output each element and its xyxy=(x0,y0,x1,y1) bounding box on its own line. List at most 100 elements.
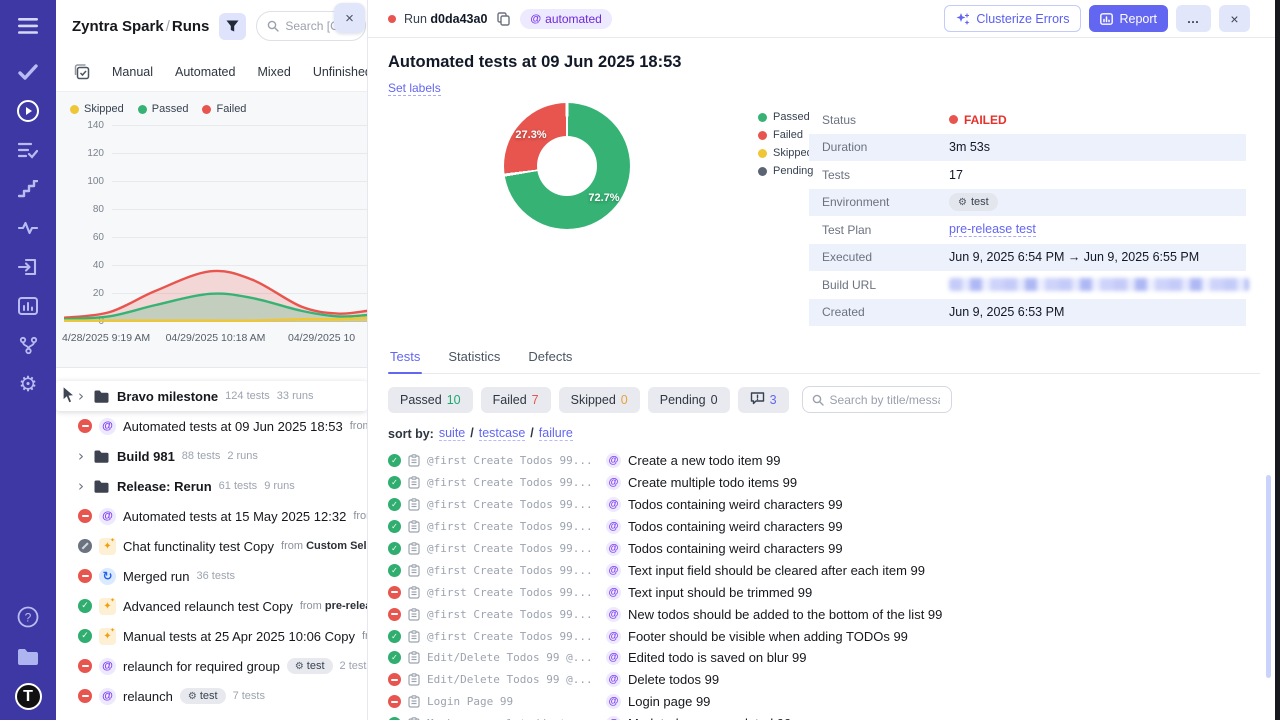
tab[interactable]: Tests xyxy=(388,349,422,373)
test-plan-link[interactable]: pre-release test xyxy=(949,222,1036,237)
test-row[interactable]: ✓ @first Create Todos 99... @ Todos cont… xyxy=(388,516,1260,538)
list-check-icon[interactable] xyxy=(14,136,42,164)
tests-search-input[interactable] xyxy=(830,393,940,407)
test-row[interactable]: ✓ @first Create Todos 99... @ Create a n… xyxy=(388,450,1260,472)
close-run-button[interactable]: × xyxy=(1219,5,1250,32)
tests-search[interactable] xyxy=(802,386,952,413)
run-title: Manual tests at 25 Apr 2025 10:06 Copy xyxy=(123,629,355,644)
sort-link[interactable]: testcase xyxy=(479,426,526,441)
filter-chip[interactable]: Failed 7 xyxy=(481,387,551,413)
run-title: relaunch xyxy=(123,689,173,704)
settings-gear-icon[interactable]: ⚙ xyxy=(14,370,42,398)
app-window: ⚙ ? T Zyntra Spark/Runs × xyxy=(0,0,1280,720)
chevron-right-icon[interactable]: › xyxy=(78,449,86,464)
filter-chip[interactable]: 3 xyxy=(738,387,789,413)
clipboard-icon xyxy=(408,454,420,467)
menu-icon[interactable] xyxy=(14,12,42,40)
tab-automated[interactable]: Automated xyxy=(175,65,235,79)
test-passed-icon: ✓ xyxy=(388,454,401,467)
sort-link[interactable]: suite xyxy=(439,426,465,441)
bar-chart-icon[interactable] xyxy=(14,292,42,320)
test-title: Todos containing weird characters 99 xyxy=(628,497,843,512)
folder-icon xyxy=(93,478,110,495)
test-row[interactable]: ✓ @first Create Todos 99... @ Create mul… xyxy=(388,472,1260,494)
test-row[interactable]: Edit/Delete Todos 99 @... @ Delete todos… xyxy=(388,669,1260,691)
select-all-icon[interactable] xyxy=(74,64,90,80)
tab-mixed[interactable]: Mixed xyxy=(257,65,290,79)
detail-label: Executed xyxy=(809,250,949,264)
run-list-item[interactable]: @ Automated tests at 09 Jun 2025 18:53 f… xyxy=(56,411,367,441)
tab[interactable]: Statistics xyxy=(446,349,502,373)
automated-run-icon: @ xyxy=(99,688,116,705)
report-button[interactable]: Report xyxy=(1089,5,1168,32)
runs-panel-header: Zyntra Spark/Runs × xyxy=(56,0,367,52)
run-list-item[interactable]: @ relaunch ⚙test 7 tests xyxy=(56,681,367,711)
branch-icon[interactable] xyxy=(14,331,42,359)
detail-row: Build URL xyxy=(809,271,1246,299)
test-row[interactable]: @first Create Todos 99... @ Text input s… xyxy=(388,581,1260,603)
test-row[interactable]: ✓ @first Create Todos 99... @ Text input… xyxy=(388,559,1260,581)
test-row[interactable]: ✓ Edit/Delete Todos 99 @... @ Edited tod… xyxy=(388,647,1260,669)
sort-link[interactable]: failure xyxy=(539,426,573,441)
app-logo[interactable]: T xyxy=(15,683,42,710)
filter-chip[interactable]: Skipped 0 xyxy=(559,387,640,413)
test-passed-icon: ✓ xyxy=(388,651,401,664)
test-row[interactable]: ✓ Mark as completed/not ... @ Mark todos… xyxy=(388,713,1260,720)
steps-icon[interactable] xyxy=(14,175,42,203)
clusterize-errors-button[interactable]: Clusterize Errors xyxy=(944,5,1081,32)
automated-icon: @ xyxy=(606,716,621,720)
donut-failed-label: 27.3% xyxy=(515,129,546,141)
run-list-item[interactable]: › Bravo milestone 124 tests 33 runs xyxy=(56,381,367,411)
tab-manual[interactable]: Manual xyxy=(112,65,153,79)
test-suite: @first Create Todos 99... xyxy=(427,498,599,511)
tab[interactable]: Defects xyxy=(526,349,574,373)
run-title: Bravo milestone xyxy=(117,389,218,404)
run-title: Build 981 xyxy=(117,449,175,464)
test-suite: Edit/Delete Todos 99 @... xyxy=(427,673,599,686)
help-icon[interactable]: ? xyxy=(14,603,42,631)
test-row[interactable]: ✓ @first Create Todos 99... @ Footer sho… xyxy=(388,625,1260,647)
run-list-item[interactable]: ✓ ✦ Manual tests at 25 Apr 2025 10:06 Co… xyxy=(56,621,367,651)
automated-run-icon: @ xyxy=(99,508,116,525)
run-list-item[interactable]: ✦ Chat functinality test Copy from Custo… xyxy=(56,531,367,561)
automated-run-icon: @ xyxy=(99,418,116,435)
test-row[interactable]: @first Create Todos 99... @ New todos sh… xyxy=(388,603,1260,625)
test-row[interactable]: ✓ @first Create Todos 99... @ Todos cont… xyxy=(388,494,1260,516)
copy-icon[interactable] xyxy=(497,12,510,26)
run-list-item[interactable]: › Build 981 88 tests 2 runs xyxy=(56,441,367,471)
legend-item: Passed xyxy=(758,111,813,123)
filter-chips: Passed 10 Failed 7 Skipped xyxy=(388,387,789,413)
run-meta: 7 tests xyxy=(233,690,265,702)
filter-chip[interactable]: Passed 10 xyxy=(388,387,473,413)
test-suite: @first Create Todos 99... xyxy=(427,564,599,577)
run-list-item[interactable]: ✓ ✦ Advanced relaunch test Copy from pre… xyxy=(56,591,367,621)
runs-panel: Zyntra Spark/Runs × Manual Automated Mix… xyxy=(56,0,368,720)
set-labels-link[interactable]: Set labels xyxy=(388,81,441,96)
filter-chip[interactable]: Pending 0 xyxy=(648,387,730,413)
chevron-right-icon[interactable]: › xyxy=(78,389,86,404)
sign-in-icon[interactable] xyxy=(14,253,42,281)
tab-unfinished[interactable]: Unfinished xyxy=(313,65,368,79)
test-failed-icon xyxy=(388,695,401,708)
run-list-item[interactable]: ↻ Merged run 36 tests xyxy=(56,561,367,591)
chevron-right-icon[interactable]: › xyxy=(78,479,86,494)
folder-icon[interactable] xyxy=(14,643,42,671)
activity-icon[interactable] xyxy=(14,214,42,242)
test-suite: @first Create Todos 99... xyxy=(427,476,599,489)
panel-close-button[interactable]: × xyxy=(334,3,365,33)
run-list-item[interactable]: › Release: Rerun 61 tests 9 runs xyxy=(56,471,367,501)
run-list-item[interactable]: @ Automated tests at 15 May 2025 12:32 f… xyxy=(56,501,367,531)
test-row[interactable]: ✓ @first Create Todos 99... @ Todos cont… xyxy=(388,538,1260,560)
play-circle-icon[interactable] xyxy=(14,97,42,125)
run-list-item[interactable]: @ relaunch for required group ⚙test 2 te… xyxy=(56,651,367,681)
more-button[interactable]: … xyxy=(1176,5,1211,32)
folder-icon xyxy=(93,448,110,465)
page-title: Runs xyxy=(172,18,210,35)
clipboard-icon xyxy=(408,498,420,511)
test-row[interactable]: Login Page 99 @ Login page 99 xyxy=(388,691,1260,713)
filter-button[interactable] xyxy=(219,13,246,40)
detail-row: Tests 17 xyxy=(809,161,1246,189)
tests-scrollbar-thumb[interactable] xyxy=(1266,475,1271,678)
breadcrumb: Zyntra Spark/Runs xyxy=(72,18,209,35)
check-icon[interactable] xyxy=(14,58,42,86)
